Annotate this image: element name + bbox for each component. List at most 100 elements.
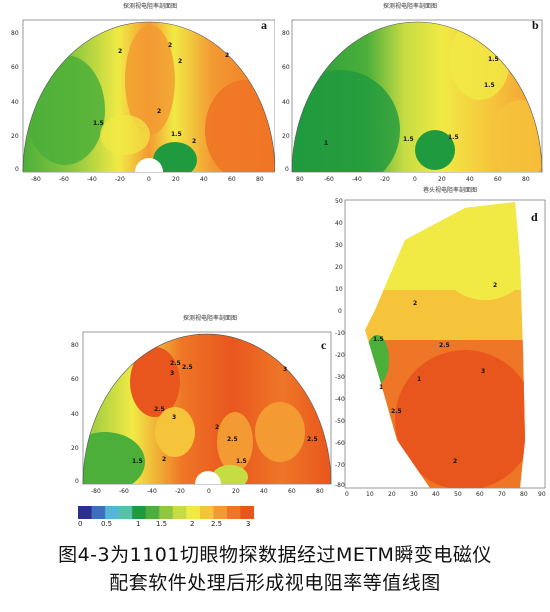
x-tick: 80: [256, 176, 264, 183]
colorbar-swatch: [172, 506, 187, 519]
x-tick: 70: [498, 491, 506, 498]
y-tick: 80: [71, 342, 79, 349]
contour-label: 1: [379, 384, 384, 391]
x-tick: 40: [200, 176, 208, 183]
x-tick: -20: [175, 488, 185, 495]
x-tick: -40: [352, 176, 362, 183]
x-tick: 60: [494, 176, 502, 183]
colorbar-swatch: [145, 506, 160, 519]
colorbar-swatch: [105, 506, 120, 519]
x-tick: -40: [87, 176, 97, 183]
x-tick: 20: [172, 176, 180, 183]
contour-label: 3: [283, 366, 288, 373]
contour-label: 3: [481, 368, 486, 375]
y-tick: -40: [335, 396, 345, 403]
x-tick: 40: [432, 491, 440, 498]
x-tick: -60: [324, 176, 334, 183]
x-tick: -60: [119, 488, 129, 495]
colorbar-tick: 1.5: [156, 520, 168, 528]
colorbar-tick: 1: [136, 520, 141, 528]
x-tick: -60: [59, 176, 69, 183]
contour-label: 1.5: [488, 56, 499, 63]
x-tick: 50: [454, 491, 462, 498]
x-tick: 60: [288, 488, 296, 495]
contour-label: 1: [324, 140, 329, 147]
y-tick: -30: [335, 374, 345, 381]
y-tick: 60: [71, 376, 79, 383]
y-tick: 40: [71, 411, 79, 418]
colorbar: [78, 506, 254, 519]
colorbar-swatch: [118, 506, 133, 519]
y-tick: 40: [335, 220, 343, 227]
panel-d-title: 巷头视电阻率剖面图: [422, 187, 477, 194]
colorbar-tick: 2.5: [211, 520, 223, 528]
x-tick: 80: [520, 491, 528, 498]
y-tick: 0: [15, 166, 19, 173]
contour-label: 1.5: [403, 136, 414, 143]
contour-label: 2: [118, 48, 123, 55]
contour-label: 1.5: [93, 120, 104, 127]
y-tick: -20: [335, 352, 345, 359]
colorbar-swatch: [132, 506, 147, 519]
contour-label: 2: [192, 138, 197, 145]
x-tick: 40: [466, 176, 474, 183]
y-tick: 50: [335, 198, 343, 205]
panel-a-label: a: [261, 18, 267, 32]
x-tick: 20: [438, 176, 446, 183]
contour-label: 2.5: [439, 342, 450, 349]
x-tick: 80: [522, 176, 530, 183]
y-tick: -60: [335, 440, 345, 447]
panel-d: 巷头视电阻率剖面图 d 50 40 30 20 10 0 -10 -20 -30…: [335, 180, 550, 500]
colorbar-tick: 0.5: [101, 520, 113, 528]
x-tick: 0: [147, 176, 151, 183]
panel-d-plot: [344, 199, 546, 489]
contour-label: 2.5: [227, 436, 238, 443]
contour-label: 1.5: [484, 82, 495, 89]
panel-c-label: c: [321, 338, 327, 352]
colorbar-swatch: [78, 506, 93, 519]
contour-label: 2: [168, 42, 173, 49]
y-tick: -70: [335, 462, 345, 469]
y-tick: 20: [282, 133, 290, 140]
contour-label: 2: [225, 52, 230, 59]
y-tick: 30: [335, 242, 343, 249]
y-tick: 20: [71, 445, 79, 452]
panel-d-label: d: [531, 210, 538, 224]
y-tick: -10: [335, 330, 345, 337]
contour-label: 1.5: [171, 131, 182, 138]
contour-label: 2: [162, 456, 167, 463]
colorbar-swatch: [199, 506, 214, 519]
y-tick: -80: [335, 482, 345, 489]
contour-label: 2.5: [154, 406, 165, 413]
panel-c-title: 探测视电阻率剖面图: [182, 315, 237, 322]
y-tick: 40: [282, 99, 290, 106]
panel-a-title: 探测视电阻率剖面图: [122, 3, 177, 10]
colorbar-swatch: [91, 506, 106, 519]
x-tick: 60: [476, 491, 484, 498]
x-tick: 10: [366, 491, 374, 498]
colorbar-swatch: [240, 506, 254, 519]
contour-label: 2.5: [391, 408, 402, 415]
contour-label: 2: [178, 58, 183, 65]
y-tick: 0: [338, 308, 342, 315]
panel-c: 探测视电阻率剖面图 c 80 60 40 20 0 -80 -60 -40 -2…: [65, 312, 335, 502]
x-tick: 20: [232, 488, 240, 495]
x-tick: 90: [538, 491, 546, 498]
y-tick: 80: [282, 30, 290, 37]
panel-b-plot: [291, 19, 543, 173]
contour-label: 2: [453, 458, 458, 465]
x-tick: 0: [345, 491, 349, 498]
x-tick: 80: [296, 176, 304, 183]
contour-label: 1.5: [132, 458, 143, 465]
y-tick: 80: [11, 30, 19, 37]
panel-b-title: 探测视电阻率剖面图: [382, 3, 437, 10]
colorbar-tick: 0: [78, 520, 83, 528]
contour-label: 2.5: [170, 360, 181, 367]
contour-label: 1.5: [373, 336, 384, 343]
y-tick: 60: [282, 64, 290, 71]
y-tick: 0: [75, 478, 79, 485]
contour-label: 3: [170, 370, 175, 377]
contour-label: 2.5: [307, 436, 318, 443]
contour-label: 2: [215, 424, 220, 431]
x-tick: -20: [380, 176, 390, 183]
